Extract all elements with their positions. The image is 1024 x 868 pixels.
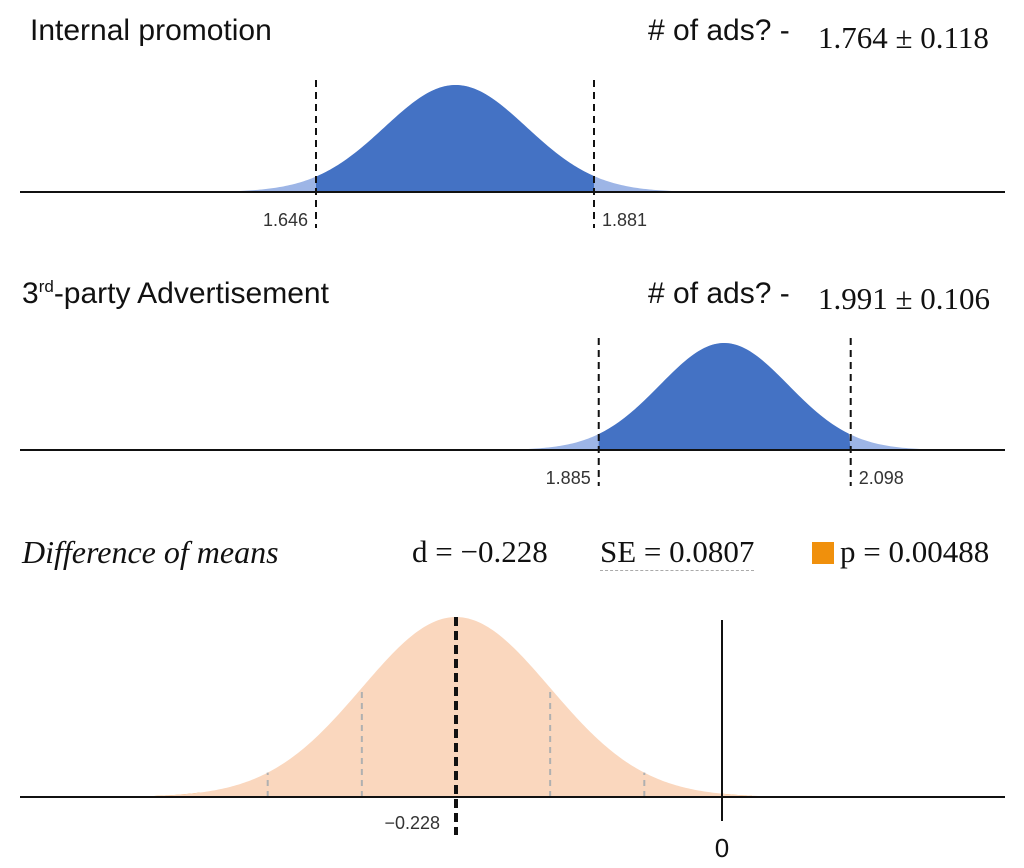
chart-2-stat: 1.991 ± 0.106 bbox=[818, 281, 991, 316]
chart-3-title: Difference of means bbox=[22, 534, 279, 570]
chart-3-zero-label: 0 bbox=[715, 833, 729, 863]
chart-1-ci-upper-label: 1.881 bbox=[602, 210, 647, 230]
chart-1-measure-label: # of ads? - bbox=[648, 14, 790, 47]
chart-2-measure-label: # of ads? - bbox=[648, 277, 790, 310]
chart-2-title-rest: -party Advertisement bbox=[53, 277, 329, 310]
chart-1-ci-area bbox=[316, 85, 594, 192]
chart-2-ci-upper-label: 2.098 bbox=[859, 468, 904, 488]
chart-2-ci-area bbox=[598, 343, 851, 450]
chart-1-stat: 1.764 ± 0.118 bbox=[818, 20, 989, 55]
chart-2-ci-lower-label: 1.885 bbox=[546, 468, 591, 488]
chart-3-mean-label: −0.228 bbox=[384, 813, 440, 833]
chart-3-se-value: SE = 0.0807 bbox=[600, 534, 755, 571]
chart-2-title: 3rd-party Advertisement bbox=[22, 277, 329, 311]
chart-3-p-value: p = 0.00488 bbox=[840, 534, 990, 569]
chart-1-ci-lower-label: 1.646 bbox=[263, 210, 308, 230]
p-value-swatch bbox=[812, 542, 834, 564]
chart-2-title-main: 3 bbox=[22, 277, 39, 310]
chart-3-d-value: d = −0.228 bbox=[412, 534, 548, 569]
chart-1-title: Internal promotion bbox=[30, 14, 272, 47]
chart-2-title-sup: rd bbox=[38, 277, 54, 296]
